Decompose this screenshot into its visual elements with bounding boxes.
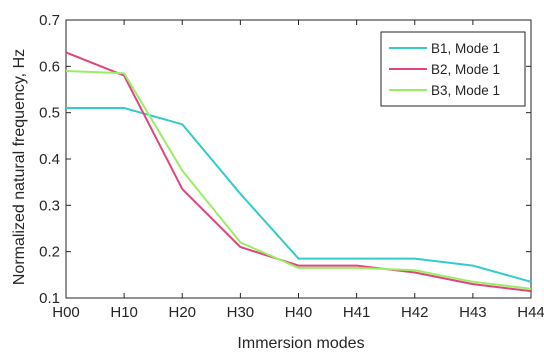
y-tick-label: 0.5	[39, 105, 60, 122]
legend-label-b3: B3, Mode 1	[431, 83, 500, 98]
series-line-b3	[65, 70, 532, 290]
y-tick-label: 0.3	[39, 197, 60, 214]
y-axis-ticks: 0.1 0.2 0.3 0.4 0.5 0.6 0.7	[39, 12, 531, 307]
series-line-b2	[65, 51, 532, 293]
x-tick-label: H40	[285, 304, 313, 321]
x-tick-label: H30	[227, 304, 255, 321]
series-lines	[65, 51, 532, 293]
x-tick-label: H20	[168, 304, 196, 321]
y-tick-label: 0.6	[39, 58, 60, 75]
x-tick-label: H44	[517, 304, 544, 321]
x-tick-label: H00	[52, 304, 80, 321]
legend: B1, Mode 1 B2, Mode 1 B3, Mode 1	[380, 31, 526, 107]
x-axis-ticks: H00 H10 H20 H30 H40 H41 H42 H43 H44	[52, 20, 544, 321]
legend-label-b1: B1, Mode 1	[431, 41, 500, 56]
y-tick-label: 0.1	[39, 290, 60, 307]
x-tick-label: H42	[401, 304, 429, 321]
x-tick-label: H43	[459, 304, 487, 321]
y-axis-label: Normalized natural frequency, Hz	[11, 49, 28, 285]
y-tick-label: 0.4	[39, 151, 60, 168]
x-tick-label: H10	[110, 304, 138, 321]
x-axis-label: Immersion modes	[237, 335, 364, 352]
legend-label-b2: B2, Mode 1	[431, 62, 500, 77]
y-tick-label: 0.7	[39, 12, 60, 29]
x-tick-label: H41	[343, 304, 371, 321]
y-tick-label: 0.2	[39, 244, 60, 261]
